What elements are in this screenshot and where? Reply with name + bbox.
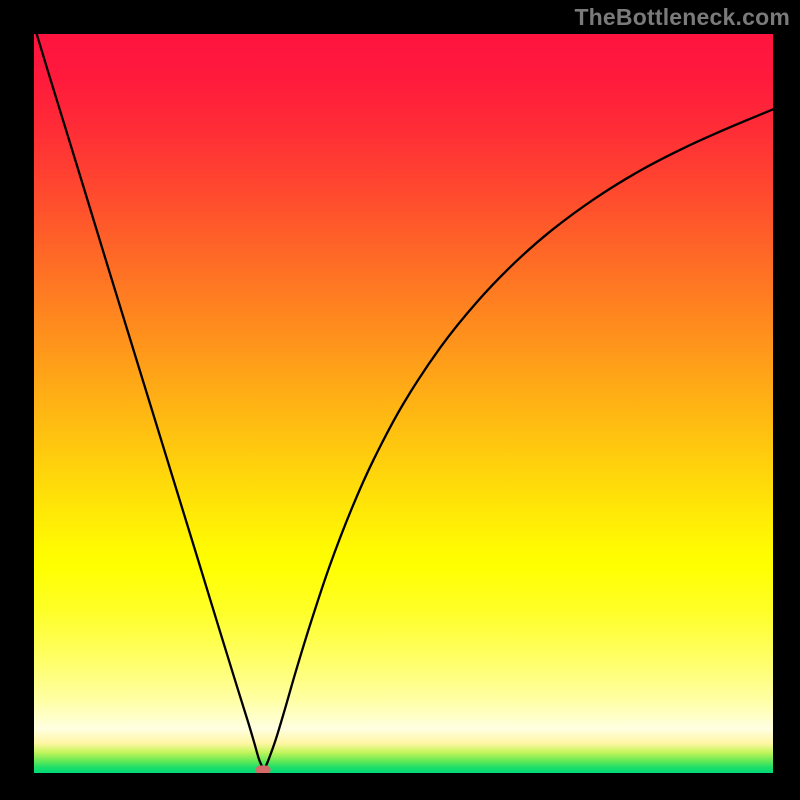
- watermark-label: TheBottleneck.com: [574, 4, 790, 31]
- bottleneck-chart: [0, 0, 800, 800]
- chart-container: TheBottleneck.com: [0, 0, 800, 800]
